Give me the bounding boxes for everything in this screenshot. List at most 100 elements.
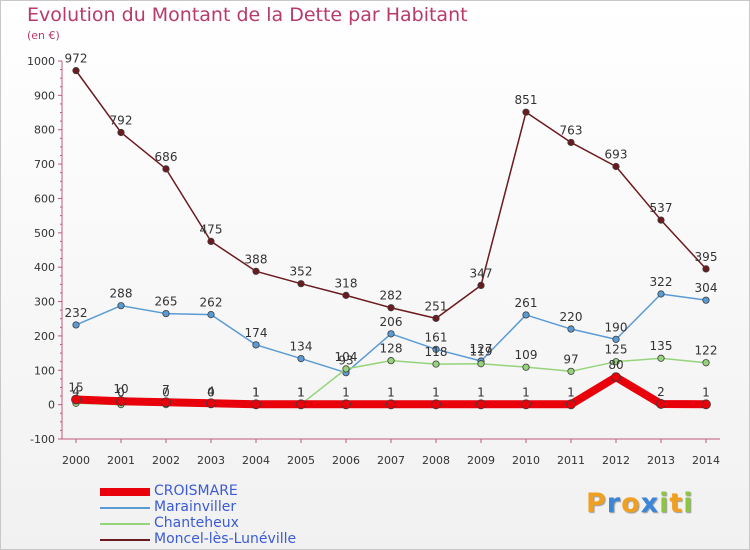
logo-letter: P — [586, 488, 607, 519]
data-point-moncel-les-luneville — [657, 216, 665, 224]
data-label-marainviller: 93 — [338, 354, 353, 368]
data-label-croismare: 1 — [432, 385, 440, 399]
data-label-croismare: 1 — [342, 385, 350, 399]
x-tick-label: 2012 — [602, 454, 630, 467]
data-point-moncel-les-luneville — [162, 165, 170, 173]
legend-label: CROISMARE — [154, 483, 238, 499]
x-tick-label: 2007 — [377, 454, 405, 467]
y-tick-label: 0 — [48, 399, 55, 412]
data-point-chanteheux — [477, 360, 485, 368]
data-point-marainviller — [522, 311, 530, 319]
data-point-croismare — [206, 398, 216, 409]
data-label-croismare: 1 — [702, 385, 710, 399]
data-label-marainviller: 174 — [245, 326, 268, 340]
data-point-moncel-les-luneville — [702, 265, 710, 273]
data-point-moncel-les-luneville — [387, 304, 395, 312]
data-label-croismare: 7 — [162, 383, 170, 397]
series-line-moncel-les-luneville — [75, 70, 707, 320]
chart-title: Evolution du Montant de la Dette par Hab… — [27, 4, 468, 26]
data-label-marainviller: 304 — [695, 281, 718, 295]
data-point-chanteheux — [522, 363, 530, 371]
data-label-marainviller: 206 — [380, 315, 403, 329]
y-tick-label: 700 — [34, 158, 55, 171]
data-point-moncel-les-luneville — [612, 162, 620, 171]
data-label-moncel-les-luneville: 686 — [155, 150, 178, 164]
data-point-croismare — [386, 399, 396, 410]
data-label-chanteheux: 0 — [162, 386, 170, 400]
data-point-marainviller — [207, 311, 215, 319]
data-point-moncel-les-luneville — [207, 237, 215, 246]
data-point-croismare — [71, 394, 81, 405]
data-point-moncel-les-luneville — [567, 138, 575, 147]
data-point-marainviller — [162, 309, 170, 318]
data-label-chanteheux: 119 — [470, 345, 493, 359]
data-label-moncel-les-luneville: 763 — [560, 123, 583, 137]
data-label-croismare: 80 — [608, 358, 623, 372]
x-tick-label: 2000 — [62, 454, 90, 467]
data-label-chanteheux: 128 — [380, 342, 403, 356]
data-label-marainviller: 134 — [290, 340, 313, 354]
y-tick-label: 500 — [34, 227, 55, 240]
x-tick-label: 2014 — [692, 454, 720, 467]
data-label-moncel-les-luneville: 318 — [335, 276, 358, 290]
data-label-moncel-les-luneville: 347 — [470, 266, 493, 280]
data-label-chanteheux: 104 — [335, 350, 358, 364]
data-label-moncel-les-luneville: 693 — [605, 147, 628, 161]
y-tick-label: -100 — [30, 433, 55, 446]
data-point-marainviller — [252, 341, 260, 349]
data-label-marainviller: 261 — [515, 296, 538, 310]
data-point-marainviller — [297, 354, 305, 363]
data-point-chanteheux — [387, 357, 395, 365]
data-point-moncel-les-luneville — [117, 128, 125, 137]
data-label-moncel-les-luneville: 972 — [65, 52, 88, 66]
logo-letter: o — [621, 488, 641, 519]
data-label-marainviller: 220 — [560, 310, 583, 324]
data-label-moncel-les-luneville: 352 — [290, 265, 313, 279]
unit-label: (en €) — [27, 29, 60, 42]
legend-item: Moncel-lès-Lunéville — [100, 531, 400, 548]
y-tick-label: 200 — [34, 330, 55, 343]
data-point-chanteheux — [432, 360, 440, 368]
data-point-croismare — [611, 372, 621, 383]
data-point-croismare — [566, 399, 576, 410]
data-label-chanteheux: 97 — [563, 352, 578, 366]
x-tick-label: 2010 — [512, 454, 540, 467]
data-label-chanteheux: 118 — [425, 345, 448, 359]
data-point-marainviller — [702, 296, 710, 304]
data-point-croismare — [161, 397, 171, 408]
data-label-moncel-les-luneville: 792 — [110, 113, 133, 127]
y-tick-label: 900 — [34, 89, 55, 102]
legend-swatch — [100, 539, 150, 541]
data-point-croismare — [296, 399, 306, 410]
legend-label: Chanteheux — [154, 515, 239, 531]
x-tick-label: 2001 — [107, 454, 135, 467]
data-label-chanteheux: 4 — [72, 384, 80, 398]
data-label-moncel-les-luneville: 475 — [200, 222, 223, 236]
data-point-chanteheux — [567, 367, 575, 375]
data-label-moncel-les-luneville: 282 — [380, 289, 403, 303]
data-point-marainviller — [612, 335, 620, 343]
x-tick-label: 2006 — [332, 454, 360, 467]
legend-label: Marainviller — [154, 499, 237, 515]
data-label-chanteheux: 135 — [650, 339, 673, 353]
data-point-moncel-les-luneville — [477, 281, 485, 289]
data-point-chanteheux — [657, 354, 665, 362]
data-point-chanteheux — [612, 358, 620, 366]
x-tick-label: 2013 — [647, 454, 675, 467]
x-tick-label: 2002 — [152, 454, 180, 467]
data-label-marainviller: 322 — [650, 275, 673, 289]
data-point-marainviller — [72, 321, 80, 329]
x-tick-label: 2008 — [422, 454, 450, 467]
logo-letter: x — [640, 488, 660, 519]
y-tick-label: 400 — [34, 261, 55, 274]
data-label-marainviller: 265 — [155, 295, 178, 309]
data-point-chanteheux — [702, 359, 710, 367]
data-point-croismare — [701, 399, 711, 410]
y-tick-label: 1000 — [27, 55, 55, 68]
data-point-moncel-les-luneville — [432, 314, 440, 322]
logo-letter: i — [683, 488, 694, 519]
proxiti-logo: Proxiti — [586, 488, 694, 519]
y-tick-label: 100 — [34, 364, 55, 377]
data-point-chanteheux — [342, 365, 350, 373]
